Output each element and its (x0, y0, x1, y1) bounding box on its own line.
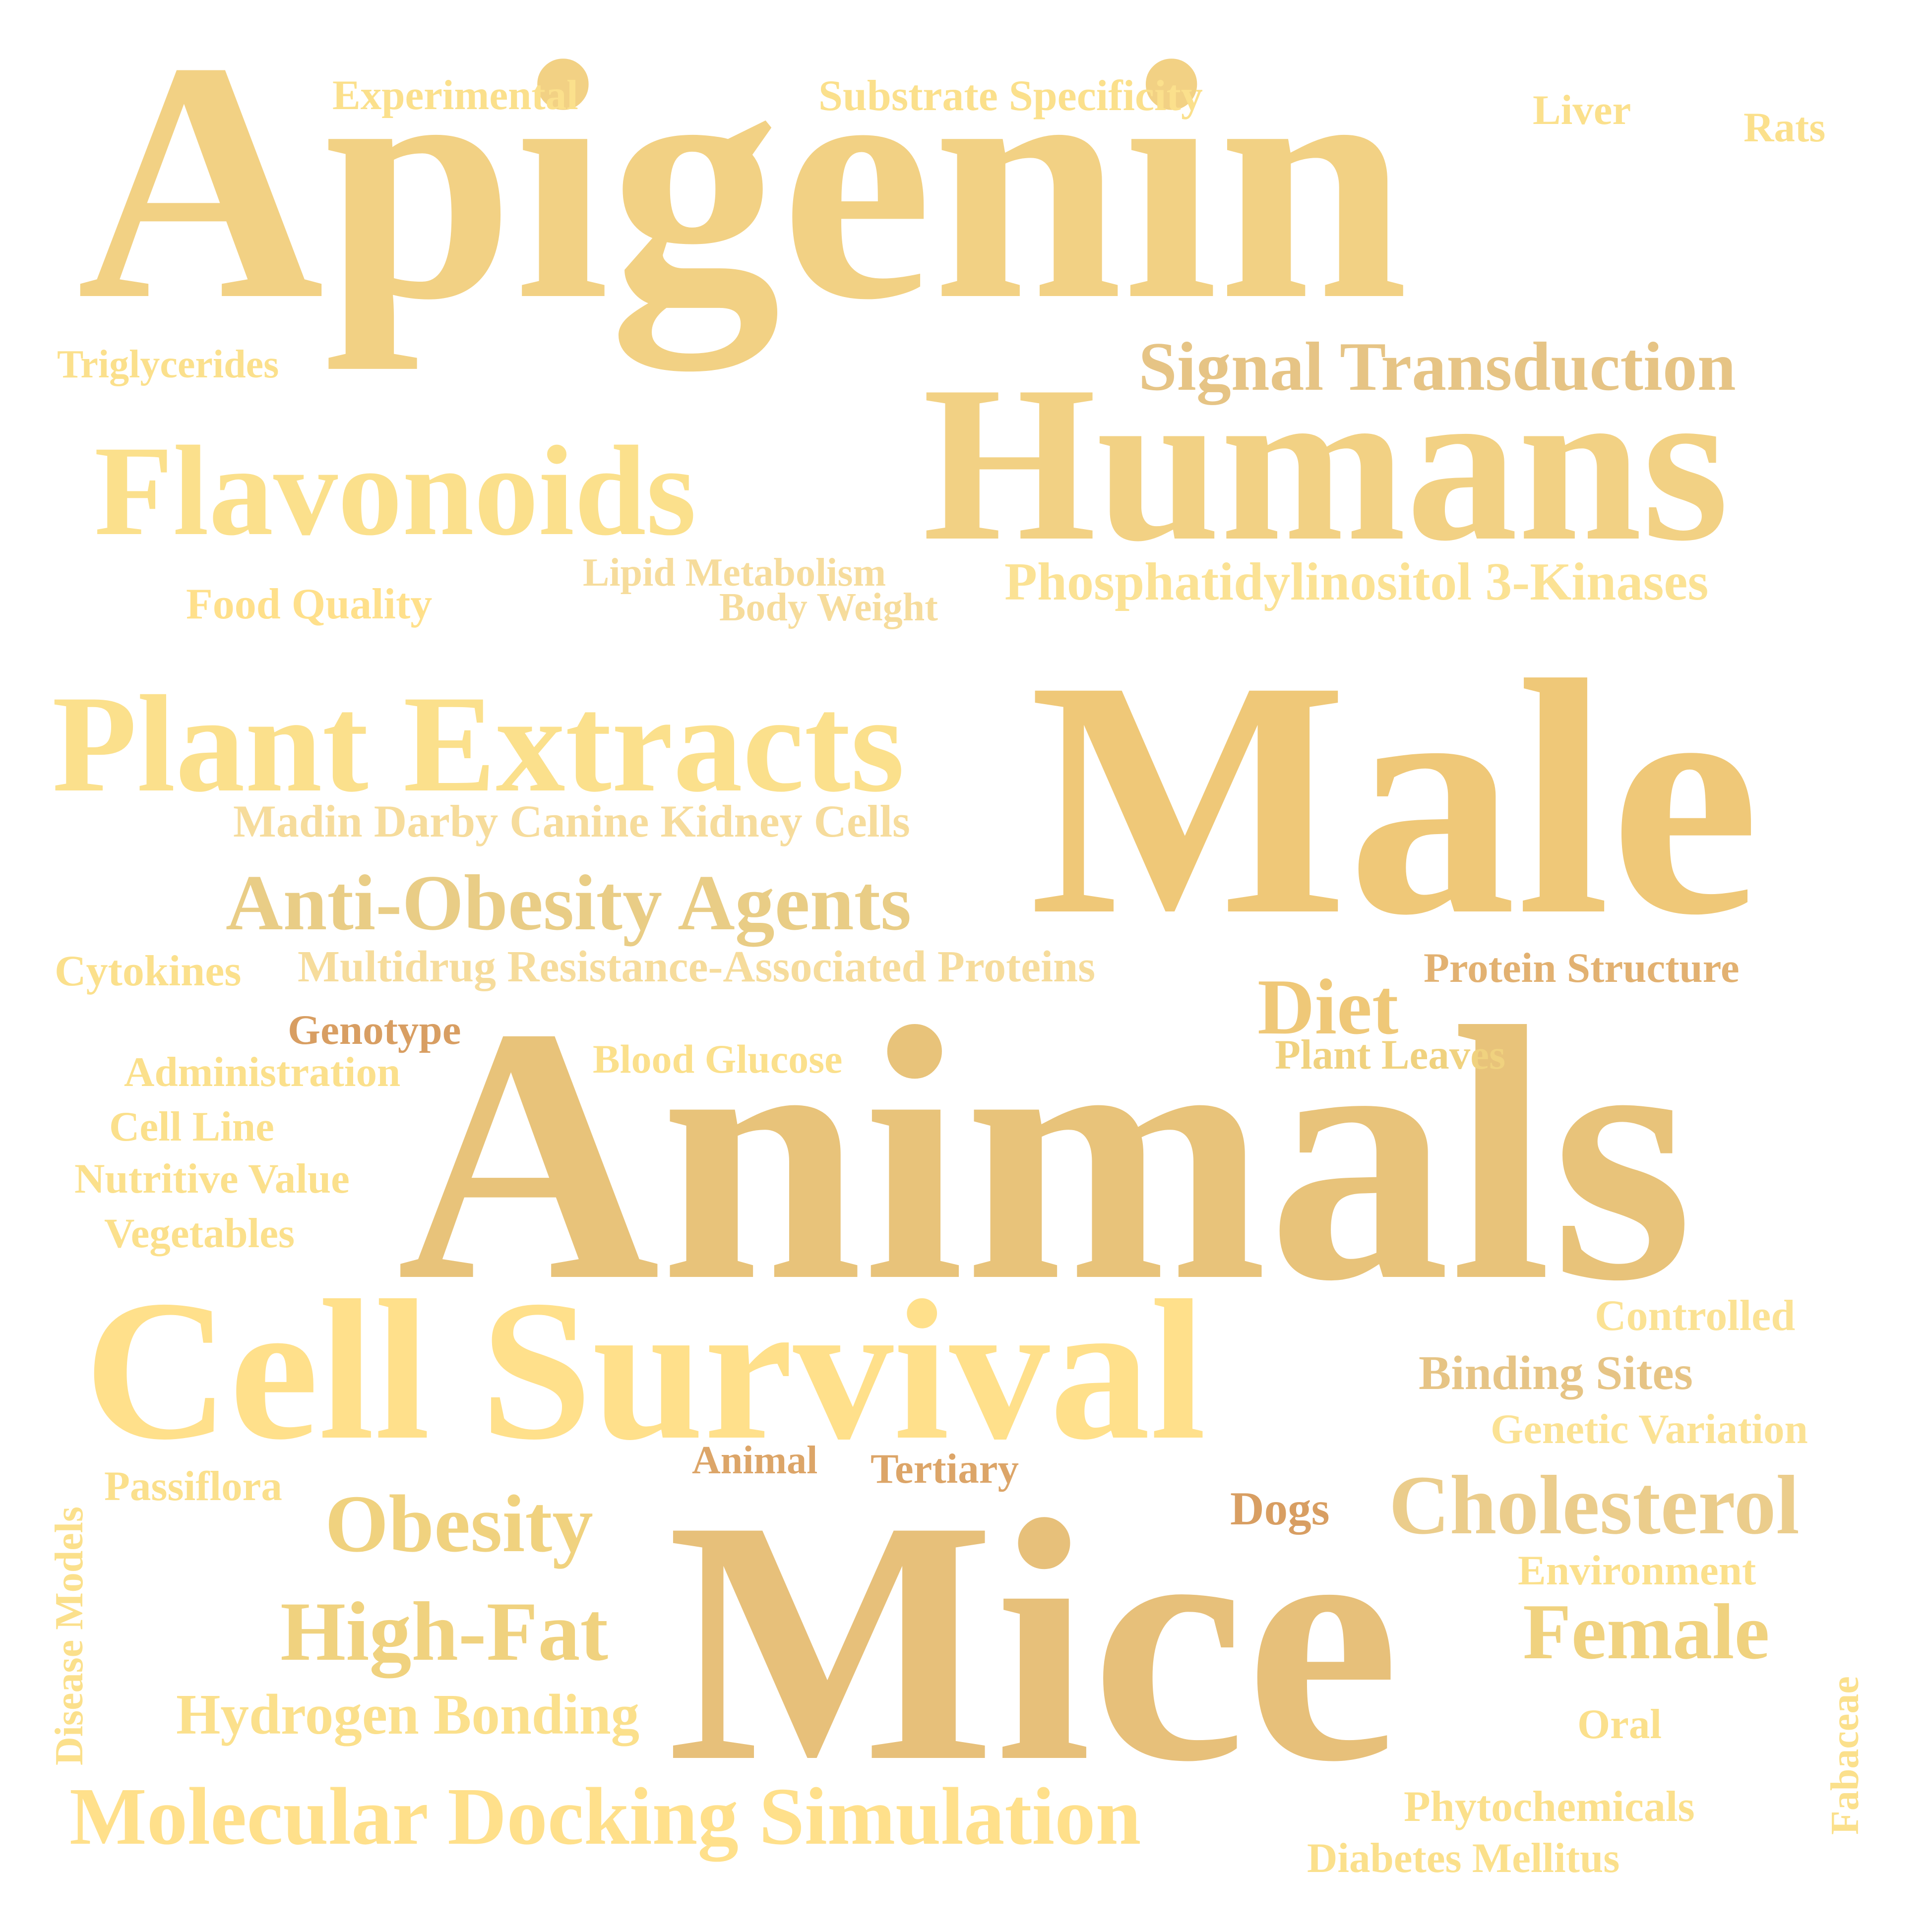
word-cytokines: Cytokines (55, 947, 242, 995)
word-madin-darby: Madin Darby Canine Kidney Cells (233, 796, 910, 846)
word-animals: Animals (397, 952, 1693, 1356)
word-vegetables: Vegetables (104, 1210, 295, 1257)
word-genotype: Genotype (288, 1007, 461, 1053)
word-binding-sites: Binding Sites (1419, 1346, 1693, 1400)
word-female: Female (1523, 1587, 1770, 1676)
word-apigenin: Apigenin (77, 0, 1409, 370)
word-experimental: Experimental (332, 72, 578, 119)
word-body-weight: Body Weight (719, 586, 938, 629)
word-multidrug: Multidrug Resistance-Associated Proteins (298, 942, 1096, 991)
word-male: Male (1029, 611, 1760, 985)
word-blood-glucose: Blood Glucose (593, 1036, 843, 1082)
word-diet: Diet (1257, 963, 1399, 1051)
word-cell-line: Cell Line (109, 1103, 274, 1150)
word-disease-models: Disease Models (48, 1506, 91, 1765)
word-diabetes-mellitus: Diabetes Mellitus (1307, 1835, 1620, 1881)
word-cell-survival: Cell Survival (84, 1259, 1206, 1481)
word-substrate-specificity: Substrate Specificity (818, 72, 1203, 120)
word-tertiary: Tertiary (871, 1446, 1019, 1492)
word-lipid-metabolism: Lipid Metabolism (583, 551, 886, 595)
word-environment: Environment (1518, 1547, 1756, 1594)
word-phytochemicals: Phytochemicals (1404, 1783, 1695, 1831)
word-triglycerides: Triglycerides (57, 343, 279, 386)
word-phosphatidylinositol: Phosphatidylinositol 3-Kinases (1004, 552, 1709, 611)
word-high-fat: High-Fat (280, 1585, 609, 1678)
word-protein-structure: Protein Structure (1424, 945, 1740, 991)
word-obesity: Obesity (325, 1478, 593, 1569)
word-food-quality: Food Quality (186, 580, 433, 628)
word-rats: Rats (1744, 104, 1826, 151)
word-nutritive-value: Nutritive Value (74, 1155, 350, 1202)
word-plant-leaves: Plant Leaves (1275, 1031, 1506, 1078)
word-humans: Humans (923, 340, 1729, 587)
word-hydrogen-bonding: Hydrogen Bonding (176, 1683, 640, 1746)
word-plant-extracts: Plant Extracts (52, 666, 905, 821)
word-controlled: Controlled (1595, 1292, 1796, 1340)
word-liver: Liver (1533, 87, 1631, 133)
word-oral: Oral (1577, 1701, 1662, 1748)
word-flavonoids: Flavonoids (94, 420, 696, 562)
word-anti-obesity-agents: Anti-Obesity Agents (226, 858, 912, 947)
word-genetic-variation: Genetic Variation (1491, 1406, 1808, 1452)
word-dogs: Dogs (1230, 1482, 1330, 1535)
word-molecular-docking-simulation: Molecular Docking Simulation (69, 1771, 1141, 1862)
word-administration: Administration (124, 1049, 401, 1095)
word-fabaceae: Fabaceae (1823, 1676, 1867, 1835)
word-animal: Animal (692, 1439, 818, 1482)
word-cholesterol: Cholesterol (1389, 1458, 1800, 1552)
word-passiflora: Passiflora (104, 1463, 282, 1509)
word-mice: Mice (667, 1449, 1400, 1833)
word-signal-transduction: Signal Transduction (1138, 328, 1736, 405)
